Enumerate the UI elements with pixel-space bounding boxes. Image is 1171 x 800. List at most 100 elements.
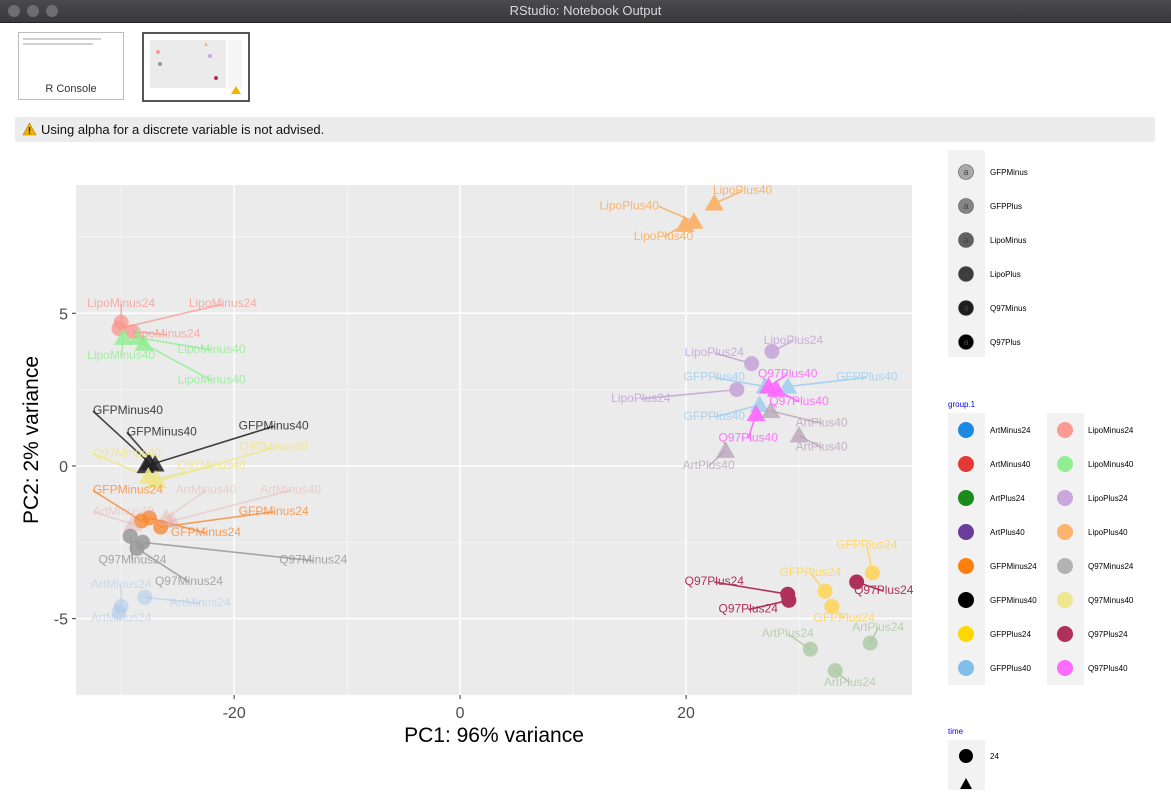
thumbnail-plot[interactable] xyxy=(142,32,250,102)
close-window-button[interactable] xyxy=(8,5,20,17)
legend-alpha-label: LipoMinus xyxy=(990,236,1026,245)
legend-group-label: LipoMinus40 xyxy=(1088,460,1134,469)
label-segment xyxy=(787,376,867,388)
label-segment xyxy=(92,489,142,522)
point-label: GFPMinus24 xyxy=(239,504,309,518)
point-artminus40 xyxy=(122,514,142,532)
point-q97minus24 xyxy=(129,540,145,556)
point-gfpminus24 xyxy=(141,510,157,526)
label-segment xyxy=(142,541,314,562)
point-lipoplus24 xyxy=(744,356,760,372)
legend-group-key xyxy=(1057,626,1073,642)
label-segment xyxy=(138,336,212,351)
thumbnail-r-console[interactable]: R Console xyxy=(18,32,124,100)
point-label: Q97Plus24 xyxy=(685,574,745,588)
legend-alpha-label: GFPMinus xyxy=(990,168,1028,177)
point-label: Q97Minus40 xyxy=(240,440,308,454)
point-label: ArtPlus24 xyxy=(852,620,904,634)
point-labels: LipoPlus40 LipoPlus40 LipoPlus40 LipoMinus2… xyxy=(87,183,914,689)
point-gfpminus40 xyxy=(136,456,156,474)
point-label: ArtMinus24 xyxy=(91,611,152,625)
point-artplus24 xyxy=(827,663,843,679)
point-lipoplus24 xyxy=(729,382,745,398)
legend-group-label: Q97Minus40 xyxy=(1088,596,1134,605)
point-artplus24 xyxy=(862,635,878,651)
legend-group-label: LipoMinus24 xyxy=(1088,426,1134,435)
minimize-window-button[interactable] xyxy=(27,5,39,17)
point-q97minus40 xyxy=(147,471,167,489)
legend-group-key xyxy=(958,490,974,506)
x-axis-title: PC1: 96% variance xyxy=(404,724,584,747)
point-label: LipoMinus40 xyxy=(178,373,246,387)
legend-alpha-key xyxy=(958,266,974,282)
point-label: Q97Minus40 xyxy=(93,446,161,460)
point-artminus24 xyxy=(113,598,129,614)
legend-time-title: time xyxy=(948,727,964,736)
label-segment xyxy=(92,410,150,464)
x-tick-label: 20 xyxy=(677,705,695,722)
y-tick-label: -5 xyxy=(54,612,68,629)
label-segment xyxy=(157,446,274,482)
point-lipoplus40 xyxy=(675,215,695,232)
legend-group: group.1 ArtMinus24 ArtMinus40 ArtPlus24 Art… xyxy=(948,400,1134,685)
warning-text: Using alpha for a discrete variable is n… xyxy=(41,122,325,137)
label-segment xyxy=(714,404,760,418)
point-label: GFPMinus40 xyxy=(93,403,163,417)
label-segment xyxy=(118,303,224,330)
point-label: GFPPlus40 xyxy=(684,369,746,383)
label-segment xyxy=(92,511,133,525)
legend-group-key xyxy=(958,422,974,438)
point-artplus40 xyxy=(716,441,736,458)
legend-alpha-label: LipoPlus xyxy=(990,270,1021,279)
point-label: LipoMinus24 xyxy=(189,296,257,310)
legend-alpha-key xyxy=(958,334,974,350)
legend-group-key xyxy=(958,626,974,642)
point-label: LipoMinus24 xyxy=(132,327,200,341)
legend-group-key xyxy=(1057,422,1073,438)
point-label: LipoPlus40 xyxy=(713,183,773,197)
legend-group-key xyxy=(1057,558,1073,574)
label-segment xyxy=(713,190,743,205)
point-q97plus24 xyxy=(849,574,865,590)
y-axis-title: PC2: 2% variance xyxy=(20,356,43,524)
legend-alpha: a GFPMinus a GFPPlus a LipoMinus a LipoPlus a Q97… xyxy=(948,150,1028,357)
point-label: GFPPlus24 xyxy=(814,611,876,625)
legend-alpha-label: GFPPlus xyxy=(990,202,1022,211)
legend-group-title: group.1 xyxy=(948,400,976,409)
legend-alpha-glyph: a xyxy=(963,167,968,177)
label-segment xyxy=(171,489,291,522)
point-label: ArtPlus24 xyxy=(762,626,814,640)
point-artminus24 xyxy=(111,605,127,621)
legend-group-key xyxy=(958,524,974,540)
point-label: ArtMinus40 xyxy=(260,482,321,496)
point-label: LipoPlus40 xyxy=(634,229,694,243)
point-artplus40 xyxy=(761,401,781,419)
point-lipoplus40 xyxy=(704,193,724,211)
point-label: ArtMinus24 xyxy=(91,577,152,591)
label-segment xyxy=(658,205,695,223)
point-label: ArtMinus24 xyxy=(170,595,231,609)
point-label: LipoMinus24 xyxy=(87,296,155,310)
legend-group-label: LipoPlus40 xyxy=(1088,528,1128,537)
zoom-window-button[interactable] xyxy=(46,5,58,17)
pca-chart: -20 0 20 -505 LipoPlus40LipoPlus40LipoPlus… xyxy=(20,150,1134,790)
legend-group-key xyxy=(958,456,974,472)
point-label: Q97Plus24 xyxy=(719,602,779,616)
point-gfpplus24 xyxy=(824,598,840,614)
legend-group-key xyxy=(1057,592,1073,608)
legend-alpha-label: Q97Plus xyxy=(990,338,1021,347)
point-label: GFPPlus40 xyxy=(836,369,898,383)
label-segment xyxy=(714,581,788,596)
legend-alpha-key xyxy=(958,164,974,180)
legend-alpha-key xyxy=(958,300,974,316)
legend-group-label: ArtMinus40 xyxy=(990,460,1031,469)
label-segment xyxy=(770,410,822,425)
legend-group-label: ArtMinus24 xyxy=(990,426,1031,435)
legend-group-label: LipoPlus24 xyxy=(1088,494,1128,503)
label-segment xyxy=(145,425,274,467)
window-title: RStudio: Notebook Output xyxy=(509,3,662,18)
point-label: Q97Minus40 xyxy=(178,458,246,472)
point-label: Q97Plus40 xyxy=(758,366,818,380)
point-label: GFPMinus24 xyxy=(171,525,241,539)
plot-panel xyxy=(76,185,912,695)
